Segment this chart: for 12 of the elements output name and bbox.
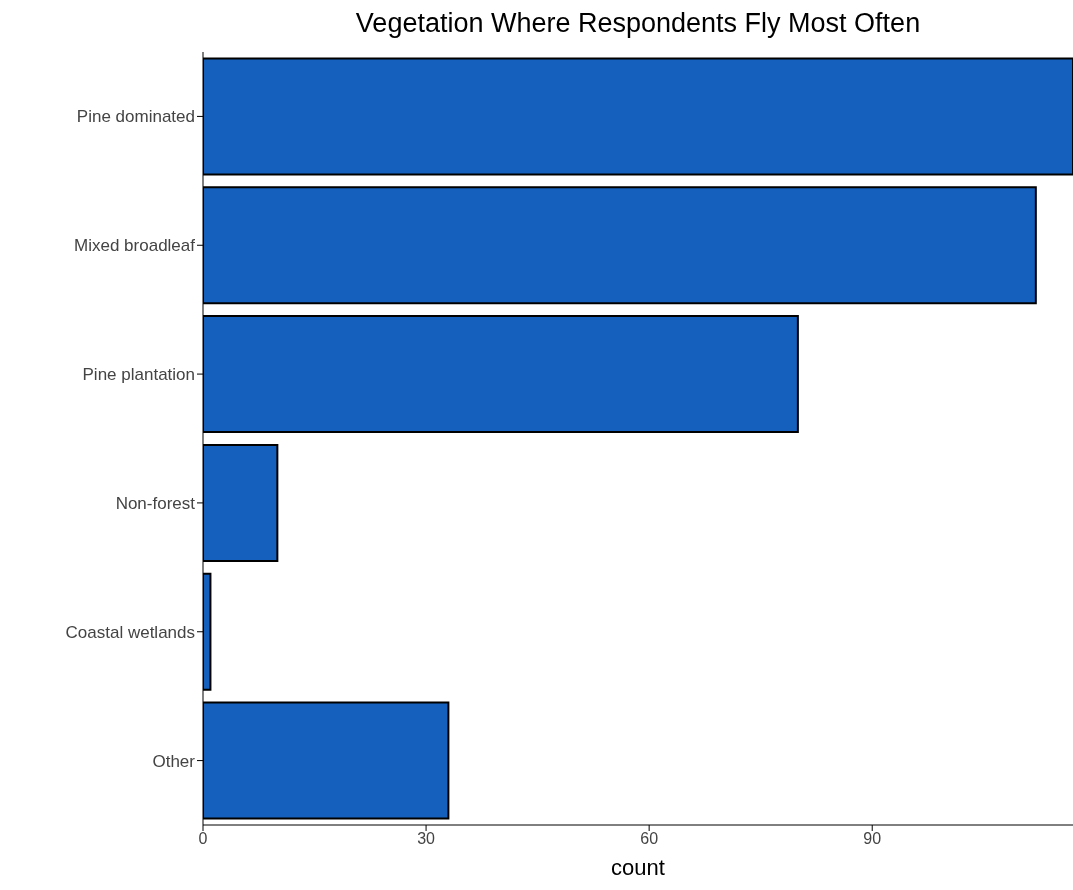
- x-tick-label: 60: [640, 830, 659, 848]
- chart-title: Vegetation Where Respondents Fly Most Often: [354, 8, 922, 40]
- y-tick-label: Other: [152, 751, 196, 771]
- y-tick-label: Pine dominated: [76, 107, 195, 127]
- x-axis-title: count: [611, 855, 665, 880]
- x-tick-label: 90: [863, 830, 882, 848]
- y-tick-label: Pine plantation: [82, 365, 195, 385]
- y-tick-label: Coastal wetlands: [65, 622, 195, 642]
- x-tick-label: 0: [198, 830, 208, 848]
- x-tick-label: 30: [417, 830, 436, 848]
- y-tick-label: Mixed broadleaf: [74, 236, 196, 256]
- y-tick-label: Non-forest: [115, 493, 196, 513]
